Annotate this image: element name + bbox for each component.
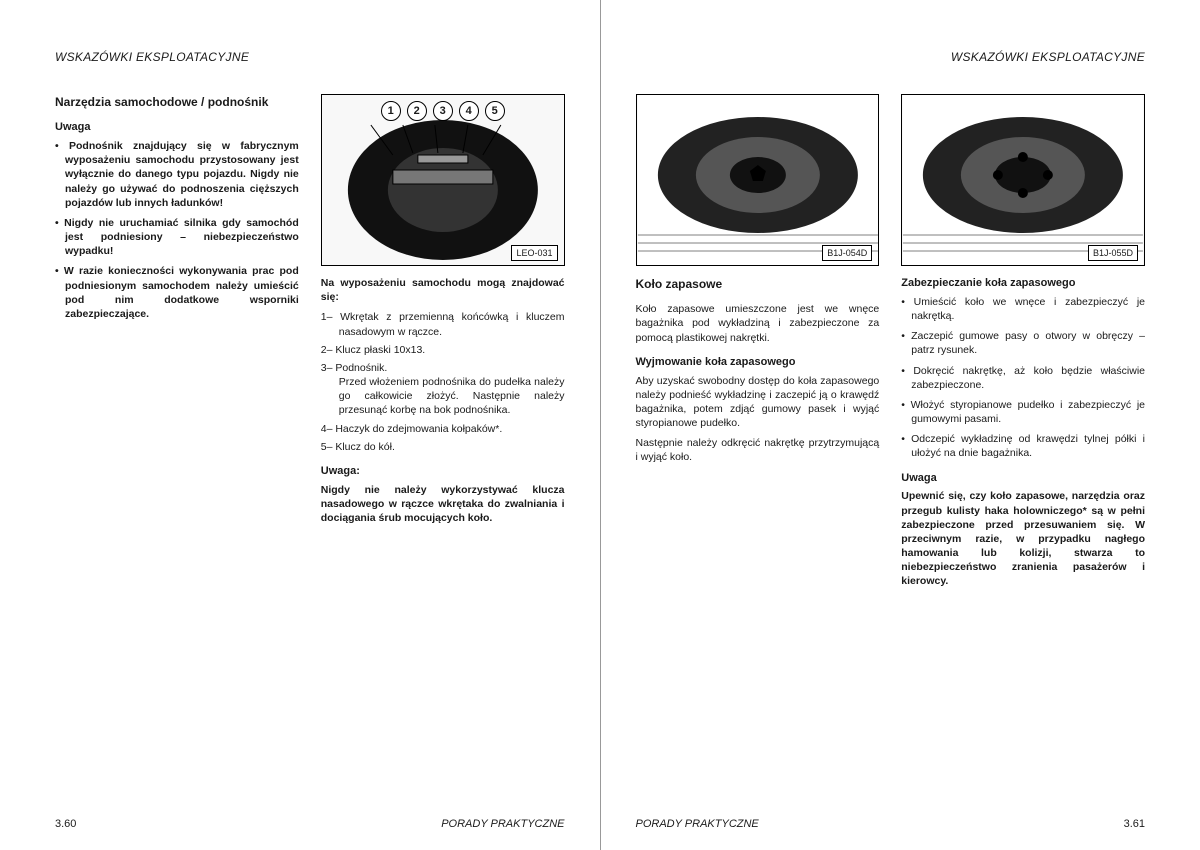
secure-b1: • Umieścić koło we wnęce i zabezpieczyć … — [901, 295, 1145, 323]
callout-1: 1 — [381, 101, 401, 121]
uwaga2-label: Uwaga: — [321, 464, 565, 479]
figure-label-spare-1: B1J-054D — [822, 245, 872, 261]
spare-p1: Koło zapasowe umieszczone jest we wnęce … — [636, 302, 880, 345]
section-title-spare: Koło zapasowe — [636, 276, 880, 292]
figure-callouts: 1 2 3 4 5 — [322, 101, 564, 121]
secure-b4: • Włożyć styropianowe pudełko i zabezpie… — [901, 398, 1145, 426]
item-4: 4– Haczyk do zdejmowania kołpaków*. — [321, 422, 565, 436]
sub-securing: Zabezpieczanie koła zapasowego — [901, 276, 1145, 291]
figure-spare-2: B1J-055D — [901, 94, 1145, 266]
left-col2: 1 2 3 4 5 — [321, 94, 565, 798]
left-footer-text: PORADY PRAKTYCZNE — [441, 818, 564, 830]
callout-3: 3 — [433, 101, 453, 121]
right-page-number: 3.61 — [1124, 818, 1145, 830]
figure-spare-1: B1J-054D — [636, 94, 880, 266]
spare-p3: Następnie należy odkręcić nakrętkę przyt… — [636, 436, 880, 464]
spare-wheel-illustration-2 — [902, 95, 1144, 265]
callout-2: 2 — [407, 101, 427, 121]
right-header: WSKAZÓWKI EKSPLOATACYJNE — [636, 50, 1146, 64]
callout-4: 4 — [459, 101, 479, 121]
right-col2: B1J-055D Zabezpieczanie koła zapasowego … — [901, 94, 1145, 798]
warning-3: • W razie konieczności wykonywania prac … — [55, 264, 299, 321]
right-col1: B1J-054D Koło zapasowe Koło zapasowe umi… — [636, 94, 880, 798]
secure-b3: • Dokręcić nakrętkę, aż koło będzie właś… — [901, 364, 1145, 392]
left-page: WSKAZÓWKI EKSPLOATACYJNE Narzędzia samoc… — [0, 0, 600, 850]
left-footer: 3.60 PORADY PRAKTYCZNE — [55, 798, 565, 830]
uwaga-label: Uwaga — [55, 120, 299, 135]
right-footer: PORADY PRAKTYCZNE 3.61 — [636, 798, 1146, 830]
item-3-head: 3– Podnośnik. — [321, 362, 388, 374]
sub-removing: Wyjmowanie koła zapasowego — [636, 355, 880, 370]
item-3-body: Przed włożeniem podnośnika do pudełka na… — [339, 375, 565, 418]
secure-b5: • Odczepić wykładzinę od krawędzi tylnej… — [901, 432, 1145, 460]
page-spread: WSKAZÓWKI EKSPLOATACYJNE Narzędzia samoc… — [0, 0, 1200, 850]
left-col1: Narzędzia samochodowe / podnośnik Uwaga … — [55, 94, 299, 798]
right-columns: B1J-054D Koło zapasowe Koło zapasowe umi… — [636, 94, 1146, 798]
right-page: WSKAZÓWKI EKSPLOATACYJNE — [601, 0, 1200, 850]
right-footer-text: PORADY PRAKTYCZNE — [636, 818, 759, 830]
item-5: 5– Klucz do kół. — [321, 440, 565, 454]
uwaga2-text: Nigdy nie należy wykorzystywać klucza na… — [321, 483, 565, 526]
warning-1: • Podnośnik znajdujący się w fabrycznym … — [55, 139, 299, 210]
warning-2: • Nigdy nie uruchamiać silnika gdy samoc… — [55, 216, 299, 259]
left-columns: Narzędzia samochodowe / podnośnik Uwaga … — [55, 94, 565, 798]
left-header: WSKAZÓWKI EKSPLOATACYJNE — [55, 50, 565, 64]
item-3: 3– Podnośnik. Przed włożeniem podnośnika… — [321, 361, 565, 418]
figure-tools: 1 2 3 4 5 — [321, 94, 565, 266]
item-1: 1– Wkrętak z przemienną końcówką i klucz… — [321, 310, 565, 338]
uwaga-right-text: Upewnić się, czy koło zapasowe, narzędzi… — [901, 489, 1145, 588]
spare-p2: Aby uzyskać swobodny dostęp do koła zapa… — [636, 374, 880, 431]
callout-5: 5 — [485, 101, 505, 121]
section-title-tools: Narzędzia samochodowe / podnośnik — [55, 94, 299, 110]
figure-label-tools: LEO-031 — [511, 245, 557, 261]
left-page-number: 3.60 — [55, 818, 76, 830]
uwaga-right-label: Uwaga — [901, 471, 1145, 486]
figure-label-spare-2: B1J-055D — [1088, 245, 1138, 261]
equip-intro: Na wyposażeniu samochodu mogą znajdować … — [321, 276, 565, 304]
item-2: 2– Klucz płaski 10x13. — [321, 343, 565, 357]
spare-wheel-illustration-1 — [637, 95, 879, 265]
secure-b2: • Zaczepić gumowe pasy o otwory w obręcz… — [901, 329, 1145, 357]
